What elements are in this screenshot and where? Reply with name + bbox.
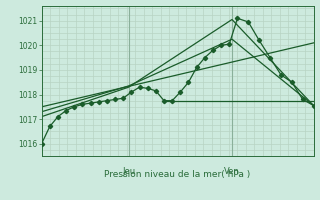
X-axis label: Pression niveau de la mer( hPa ): Pression niveau de la mer( hPa )	[104, 170, 251, 179]
Text: Ven: Ven	[224, 166, 240, 176]
Text: Jeu: Jeu	[122, 166, 135, 176]
